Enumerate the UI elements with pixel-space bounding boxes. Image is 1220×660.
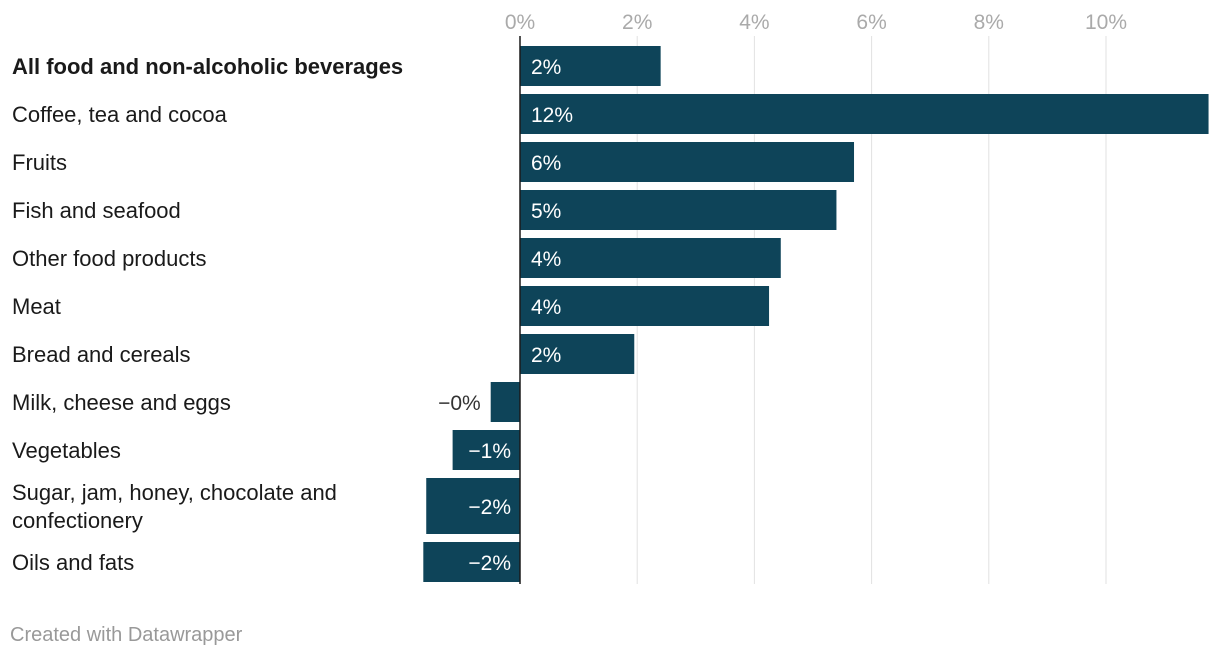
value-label: 2% (531, 56, 561, 79)
category-label: Coffee, tea and cocoa (12, 102, 228, 127)
bar[interactable] (520, 142, 855, 182)
value-label: 5% (531, 200, 561, 223)
datawrapper-credit: Created with Datawrapper (10, 624, 243, 646)
category-label: Vegetables (12, 438, 121, 463)
bar[interactable] (423, 542, 520, 582)
category-label: All food and non-alcoholic beverages (12, 54, 403, 79)
bar[interactable] (426, 478, 520, 534)
x-tick-label: 2% (622, 11, 652, 34)
bar[interactable] (520, 46, 661, 86)
x-tick-label: 8% (974, 11, 1004, 34)
value-label: −2% (468, 552, 511, 575)
x-tick-label: 0% (505, 11, 535, 34)
value-label: −2% (468, 496, 511, 519)
category-label: Fruits (12, 150, 67, 175)
value-label: −1% (468, 440, 511, 463)
x-tick-label: 10% (1085, 11, 1127, 34)
x-tick-label: 6% (856, 11, 886, 34)
bar[interactable] (520, 286, 770, 326)
bar[interactable] (520, 190, 837, 230)
bar[interactable] (490, 382, 520, 422)
category-label: Sugar, jam, honey, chocolate and confecti… (12, 480, 337, 533)
category-label: Bread and cereals (12, 342, 191, 367)
category-label: Milk, cheese and eggs (12, 390, 231, 415)
category-label: Meat (12, 294, 61, 319)
bar[interactable] (520, 334, 635, 374)
category-label: Oils and fats (12, 550, 134, 575)
value-label: 12% (531, 104, 573, 127)
bar[interactable] (520, 238, 781, 278)
bar[interactable] (520, 94, 1209, 134)
bar[interactable] (452, 430, 520, 470)
value-label: 2% (531, 344, 561, 367)
category-label: Fish and seafood (12, 198, 181, 223)
x-tick-label: 4% (739, 11, 769, 34)
value-label: 4% (531, 248, 561, 271)
value-label: −0% (438, 392, 481, 415)
category-label: Other food products (12, 246, 206, 271)
value-label: 6% (531, 152, 561, 175)
value-label: 4% (531, 296, 561, 319)
bar-chart: 0% 2% 4% 6% 8% 10% All food and non-alcoholic … (12, 11, 1209, 584)
